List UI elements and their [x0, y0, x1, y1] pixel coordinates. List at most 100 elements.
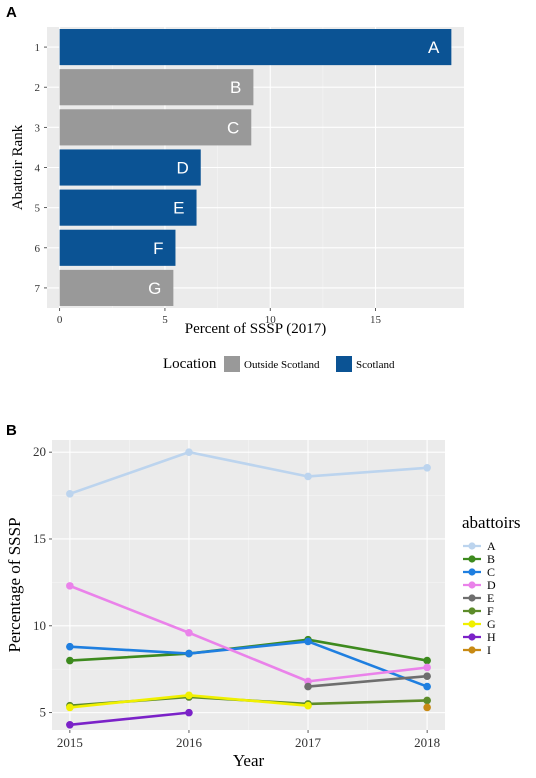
series-line: [69, 450, 428, 496]
legend-key-point: [468, 568, 476, 576]
data-point: [66, 703, 74, 712]
data-point: [304, 701, 312, 710]
series-a: [66, 448, 431, 498]
legend-entry-label: Outside Scotland: [244, 359, 320, 371]
data-point: [423, 682, 431, 691]
x-tick-label: 10: [265, 314, 277, 326]
x-tick-label: 2018: [414, 735, 440, 750]
bar: [59, 29, 452, 66]
legend-entry-label: B: [487, 552, 495, 566]
data-point: [66, 490, 74, 498]
x-axis-title-a: Percent of SSSP (2017): [185, 321, 327, 337]
legend-a-title: Location: [163, 356, 217, 372]
legend-key-point: [468, 555, 476, 563]
data-point: [304, 682, 312, 691]
legend-entry: H: [463, 630, 496, 644]
x-tick-label: 2017: [295, 735, 322, 750]
data-point: [185, 448, 193, 456]
x-tick-label: 2015: [57, 735, 83, 750]
series-line: [307, 674, 428, 688]
x-tick-label: 2016: [176, 735, 203, 750]
data-point: [423, 703, 431, 712]
legend-key-point: [468, 607, 476, 615]
series-e: [304, 672, 431, 691]
bar-label: A: [428, 38, 440, 57]
bar-label: B: [230, 78, 241, 97]
data-point: [423, 656, 431, 665]
legend-entry: I: [463, 643, 491, 657]
data-point: [185, 691, 193, 700]
y-tick-label: 2: [35, 82, 41, 94]
data-point: [304, 472, 312, 481]
y-tick-label: 7: [35, 283, 41, 295]
chart-a-bar: A B C D E F G 1 2 3 4 5 6 7 0 5 10 15 Percent of SSSP (2…: [10, 27, 464, 372]
data-point: [185, 708, 193, 717]
legend-entry: G: [463, 617, 496, 631]
bar: [59, 69, 254, 106]
legend-entry-label: G: [487, 617, 496, 631]
legend-swatch: [336, 356, 352, 372]
legend-key-point: [468, 633, 476, 641]
legend-entry: A: [463, 539, 496, 553]
data-point: [423, 663, 431, 672]
y-tick-label: 6: [35, 243, 41, 255]
y-tick-label: 10: [33, 618, 46, 633]
data-point: [66, 656, 74, 665]
bar-label: F: [153, 239, 163, 258]
legend-entry-label: I: [487, 643, 491, 657]
y-tick-label: 5: [35, 203, 41, 215]
bar: [59, 229, 176, 266]
legend-entry-label: F: [487, 604, 494, 618]
chart-b-line: 2015 2016 2017 2018 5 10 15 20 Year Percentage …: [5, 440, 521, 770]
bar: [59, 269, 174, 306]
series-g: [66, 691, 312, 712]
legend-entry-label: D: [487, 578, 496, 592]
lines-b: [66, 448, 431, 729]
ticks-a: 1 2 3 4 5 6 7 0 5 10 15: [35, 42, 382, 326]
data-point: [423, 696, 431, 705]
series-i: [423, 703, 431, 712]
series-c: [66, 637, 431, 691]
data-point: [304, 677, 312, 686]
legend-entry-label: H: [487, 630, 496, 644]
data-point: [66, 582, 74, 590]
y-tick-label: 15: [33, 531, 46, 546]
data-point: [185, 628, 193, 637]
bar: [59, 189, 197, 226]
series-line: [69, 711, 190, 727]
data-point: [423, 672, 431, 680]
y-tick-label: 1: [35, 42, 41, 54]
series-line: [69, 640, 428, 688]
bar: [59, 149, 201, 186]
series-line: [69, 584, 428, 683]
legend-entry: D: [463, 578, 496, 592]
legend-entry: C: [463, 565, 495, 579]
legend-entry: E: [463, 591, 494, 605]
legend-key-point: [468, 620, 476, 628]
legend-a: Location Outside Scotland Scotland: [163, 356, 395, 372]
y-tick-label: 20: [33, 444, 46, 459]
series-h: [66, 708, 193, 729]
panel-label-a: A: [6, 4, 17, 21]
ticks-b: 2015 2016 2017 2018 5 10 15 20: [33, 444, 440, 750]
legend-key-point: [468, 581, 476, 589]
legend-key-point: [468, 542, 476, 550]
legend-entry: B: [463, 552, 495, 566]
data-point: [66, 720, 74, 729]
y-tick-label: 3: [35, 122, 41, 134]
y-tick-label: 4: [35, 163, 41, 175]
bars-a: A B C D E F G: [59, 29, 452, 306]
y-axis-title-a: Abattoir Rank: [10, 124, 26, 210]
series-d: [66, 582, 431, 686]
y-axis-title-b: Percentage of SSSP: [5, 517, 24, 652]
legend-entry-label: Scotland: [356, 359, 395, 371]
x-axis-title-b: Year: [233, 751, 265, 770]
data-point: [66, 642, 74, 651]
legend-key-point: [468, 646, 476, 654]
x-tick-label: 0: [57, 314, 63, 326]
data-point: [423, 463, 431, 472]
data-point: [304, 637, 312, 646]
legend-entry-label: C: [487, 565, 495, 579]
